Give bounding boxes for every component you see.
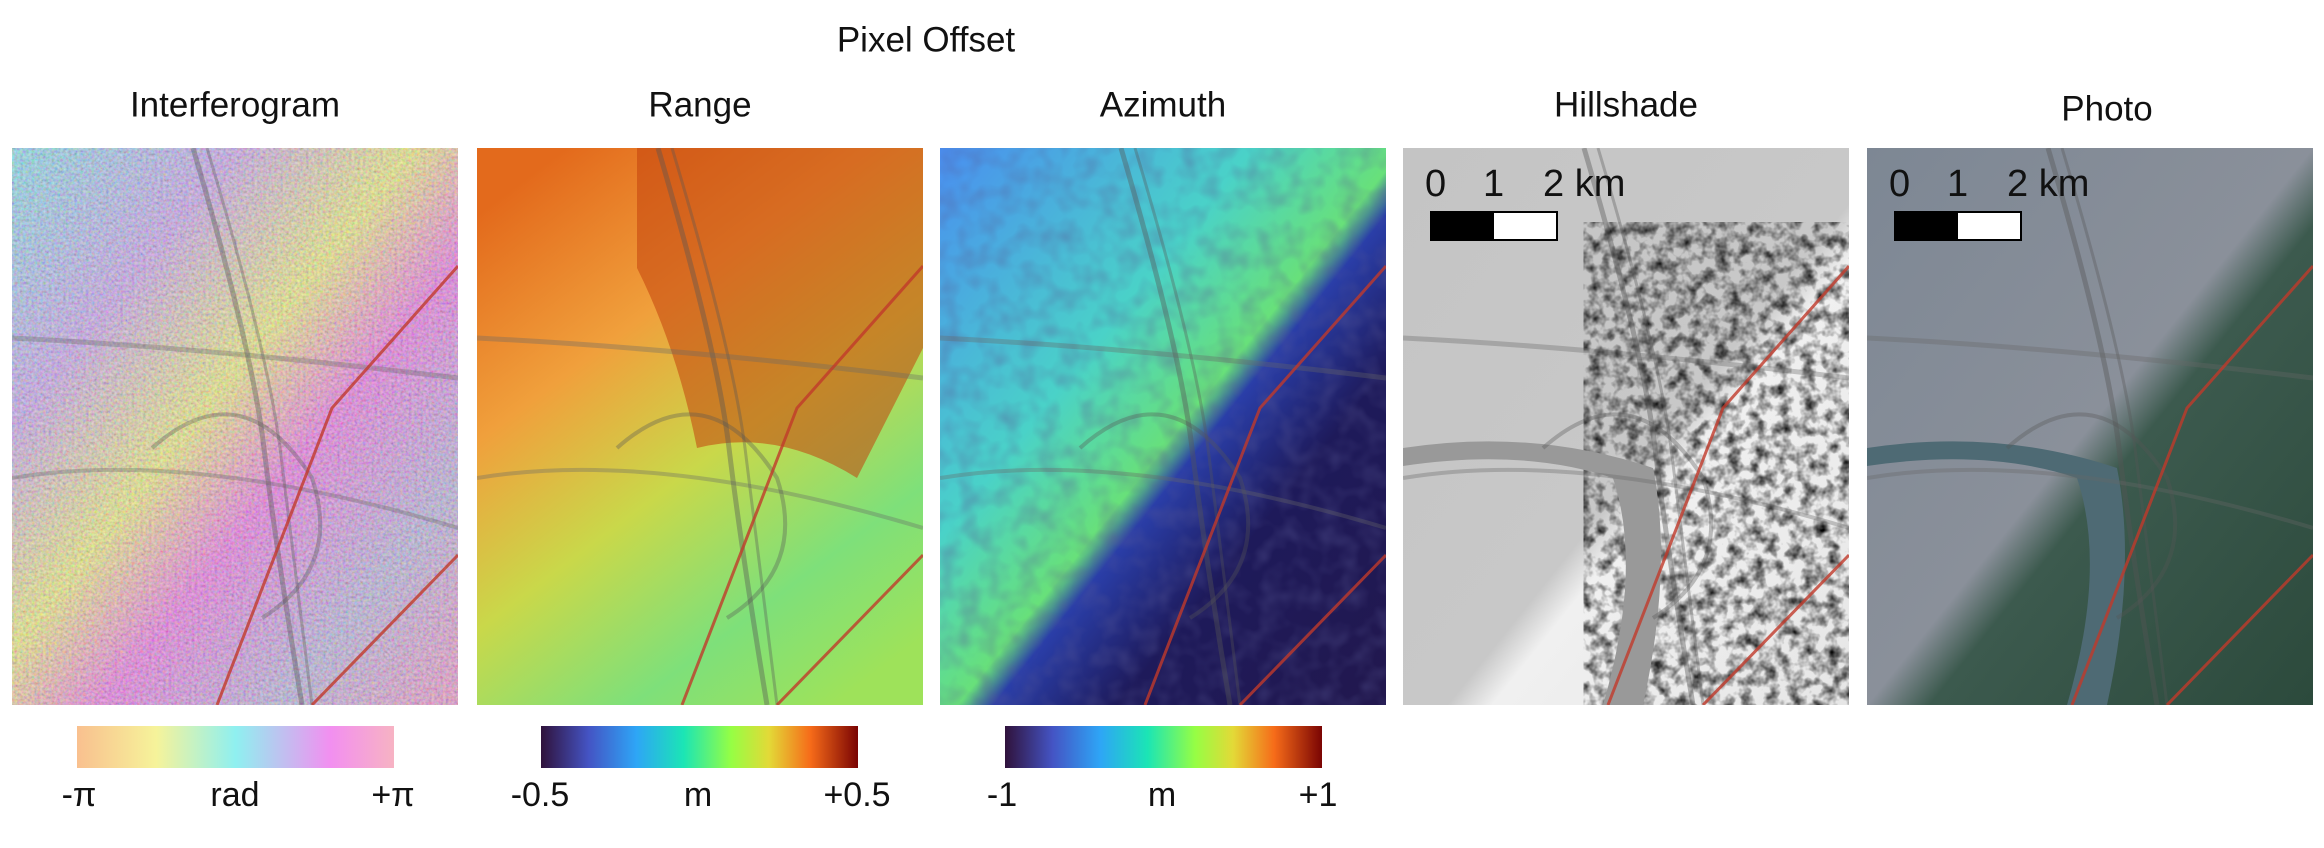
panel-title: Interferogram xyxy=(130,85,340,124)
scale-label: 0 xyxy=(1425,163,1446,205)
colorbar-max: +1 xyxy=(1299,776,1338,814)
hillshade-image: 0 1 2 km xyxy=(1403,148,1849,705)
colorbar xyxy=(1005,726,1322,768)
colorbar-max: +π xyxy=(371,776,414,814)
colorbar-min: -π xyxy=(62,776,97,814)
panel-title: Azimuth xyxy=(1100,85,1226,124)
panel-title: Photo xyxy=(2061,89,2152,128)
colorbar xyxy=(77,726,394,768)
scale-label: 2 km xyxy=(1543,163,1625,205)
colorbar-unit: m xyxy=(684,776,712,814)
colorbar xyxy=(541,726,858,768)
photo-image: 0 1 2 km xyxy=(1867,148,2313,705)
scale-label: 2 km xyxy=(2007,163,2089,205)
colorbar-unit: m xyxy=(1148,776,1176,814)
scale-label: 1 xyxy=(1483,163,1504,205)
panel-title: Hillshade xyxy=(1554,85,1698,124)
scale-label: 1 xyxy=(1947,163,1968,205)
azimuth-image xyxy=(940,148,1386,705)
scale-label: 0 xyxy=(1889,163,1910,205)
range-image xyxy=(477,148,923,705)
colorbar-min: -0.5 xyxy=(511,776,570,814)
interferogram-image xyxy=(12,148,458,705)
colorbar-min: -1 xyxy=(987,776,1017,814)
colorbar-max: +0.5 xyxy=(823,776,890,814)
group-title: Pixel Offset xyxy=(837,20,1016,59)
colorbar-unit: rad xyxy=(210,776,259,814)
panel-title: Range xyxy=(648,85,751,124)
